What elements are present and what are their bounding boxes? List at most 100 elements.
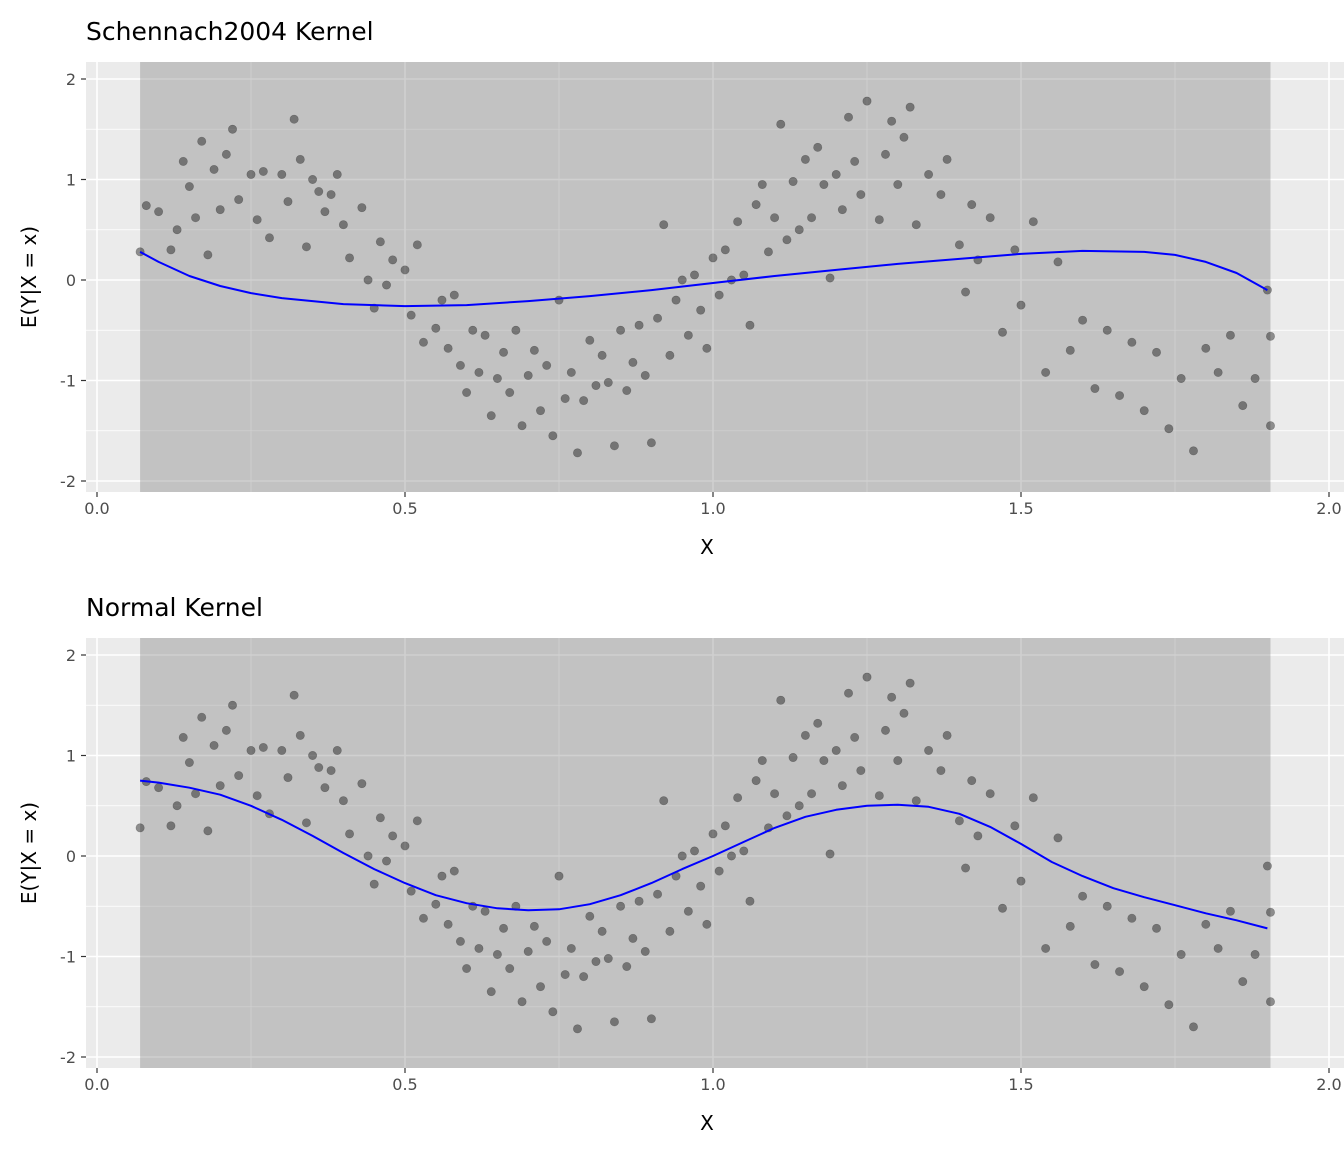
- data-point: [714, 866, 724, 876]
- data-point: [369, 879, 379, 889]
- data-point: [1127, 913, 1137, 923]
- data-point: [178, 156, 188, 166]
- data-point: [720, 245, 730, 255]
- data-point: [702, 343, 712, 353]
- data-point: [1078, 891, 1088, 901]
- data-point: [1201, 343, 1211, 353]
- data-point: [264, 233, 274, 243]
- data-point: [332, 169, 342, 179]
- data-point: [825, 849, 835, 859]
- data-point: [345, 829, 355, 839]
- shaded-region: [140, 638, 1271, 1068]
- data-point: [819, 756, 829, 766]
- data-point: [646, 1014, 656, 1024]
- data-point: [1115, 967, 1125, 977]
- data-point: [203, 250, 213, 260]
- shaded-region: [140, 62, 1271, 492]
- data-point: [252, 791, 262, 801]
- x-tick-label: 2.0: [1316, 499, 1341, 518]
- data-point: [511, 325, 521, 335]
- data-point: [776, 119, 786, 129]
- x-tick-label: 0.5: [392, 499, 417, 518]
- data-point: [844, 112, 854, 122]
- data-point: [523, 946, 533, 956]
- data-point: [807, 213, 817, 223]
- data-point: [942, 730, 952, 740]
- data-point: [283, 197, 293, 207]
- data-point: [135, 823, 145, 833]
- data-point: [529, 345, 539, 355]
- data-point: [880, 725, 890, 735]
- panel-schennach: Schennach2004 Kernel X E(Y|X = x) 2 1 0 -1 -…: [17, 17, 1344, 559]
- data-point: [228, 124, 238, 134]
- x-tick-label: 1.5: [1008, 1075, 1033, 1094]
- data-point: [431, 323, 441, 333]
- data-point: [961, 287, 971, 297]
- data-point: [893, 756, 903, 766]
- data-point: [536, 406, 546, 416]
- data-point: [449, 290, 459, 300]
- data-point: [1213, 367, 1223, 377]
- data-point: [1065, 345, 1075, 355]
- data-point: [320, 783, 330, 793]
- data-point: [862, 96, 872, 106]
- data-point: [215, 205, 225, 215]
- data-point: [1213, 943, 1223, 953]
- data-point: [517, 421, 527, 431]
- data-point: [1225, 906, 1235, 916]
- data-point: [468, 325, 478, 335]
- data-point: [283, 773, 293, 783]
- data-point: [640, 370, 650, 380]
- data-point: [653, 889, 663, 899]
- data-point: [1010, 245, 1020, 255]
- data-point: [967, 200, 977, 210]
- data-point: [708, 253, 718, 263]
- x-tick-label: 1.0: [700, 1075, 725, 1094]
- data-point: [221, 725, 231, 735]
- data-point: [480, 906, 490, 916]
- data-point: [462, 964, 472, 974]
- data-point: [375, 237, 385, 247]
- data-point: [905, 678, 915, 688]
- data-point: [1188, 1022, 1198, 1032]
- data-point: [431, 899, 441, 909]
- data-point: [899, 708, 909, 718]
- data-point: [757, 180, 767, 190]
- data-point: [665, 350, 675, 360]
- data-point: [1238, 401, 1248, 411]
- data-point: [683, 330, 693, 340]
- data-point: [332, 745, 342, 755]
- plot-background: [86, 638, 1344, 1068]
- data-point: [1176, 949, 1186, 959]
- regression-curve: [139, 249, 1268, 308]
- data-point: [548, 1007, 558, 1017]
- data-point: [905, 102, 915, 112]
- data-point: [1078, 315, 1088, 325]
- data-point: [209, 740, 219, 750]
- data-point: [412, 240, 422, 250]
- data-point: [733, 217, 743, 227]
- data-point: [770, 789, 780, 799]
- y-axis-title: E(Y|X = x): [17, 226, 41, 328]
- data-point: [634, 320, 644, 330]
- panel-title: Schennach2004 Kernel: [86, 17, 374, 46]
- x-tick-label: 1.5: [1008, 499, 1033, 518]
- data-point: [1090, 960, 1100, 970]
- data-point: [622, 386, 632, 396]
- data-point: [856, 190, 866, 200]
- data-point: [1250, 373, 1260, 383]
- data-point: [536, 982, 546, 992]
- regression-curve: [139, 779, 1268, 930]
- data-point: [1115, 391, 1125, 401]
- data-point: [899, 132, 909, 142]
- data-point: [609, 441, 619, 451]
- data-point: [1102, 325, 1112, 335]
- data-point: [591, 381, 601, 391]
- data-point: [591, 957, 601, 967]
- data-point: [258, 166, 268, 176]
- data-point: [1152, 923, 1162, 933]
- data-point: [745, 320, 755, 330]
- data-point: [1265, 907, 1275, 917]
- data-point: [640, 946, 650, 956]
